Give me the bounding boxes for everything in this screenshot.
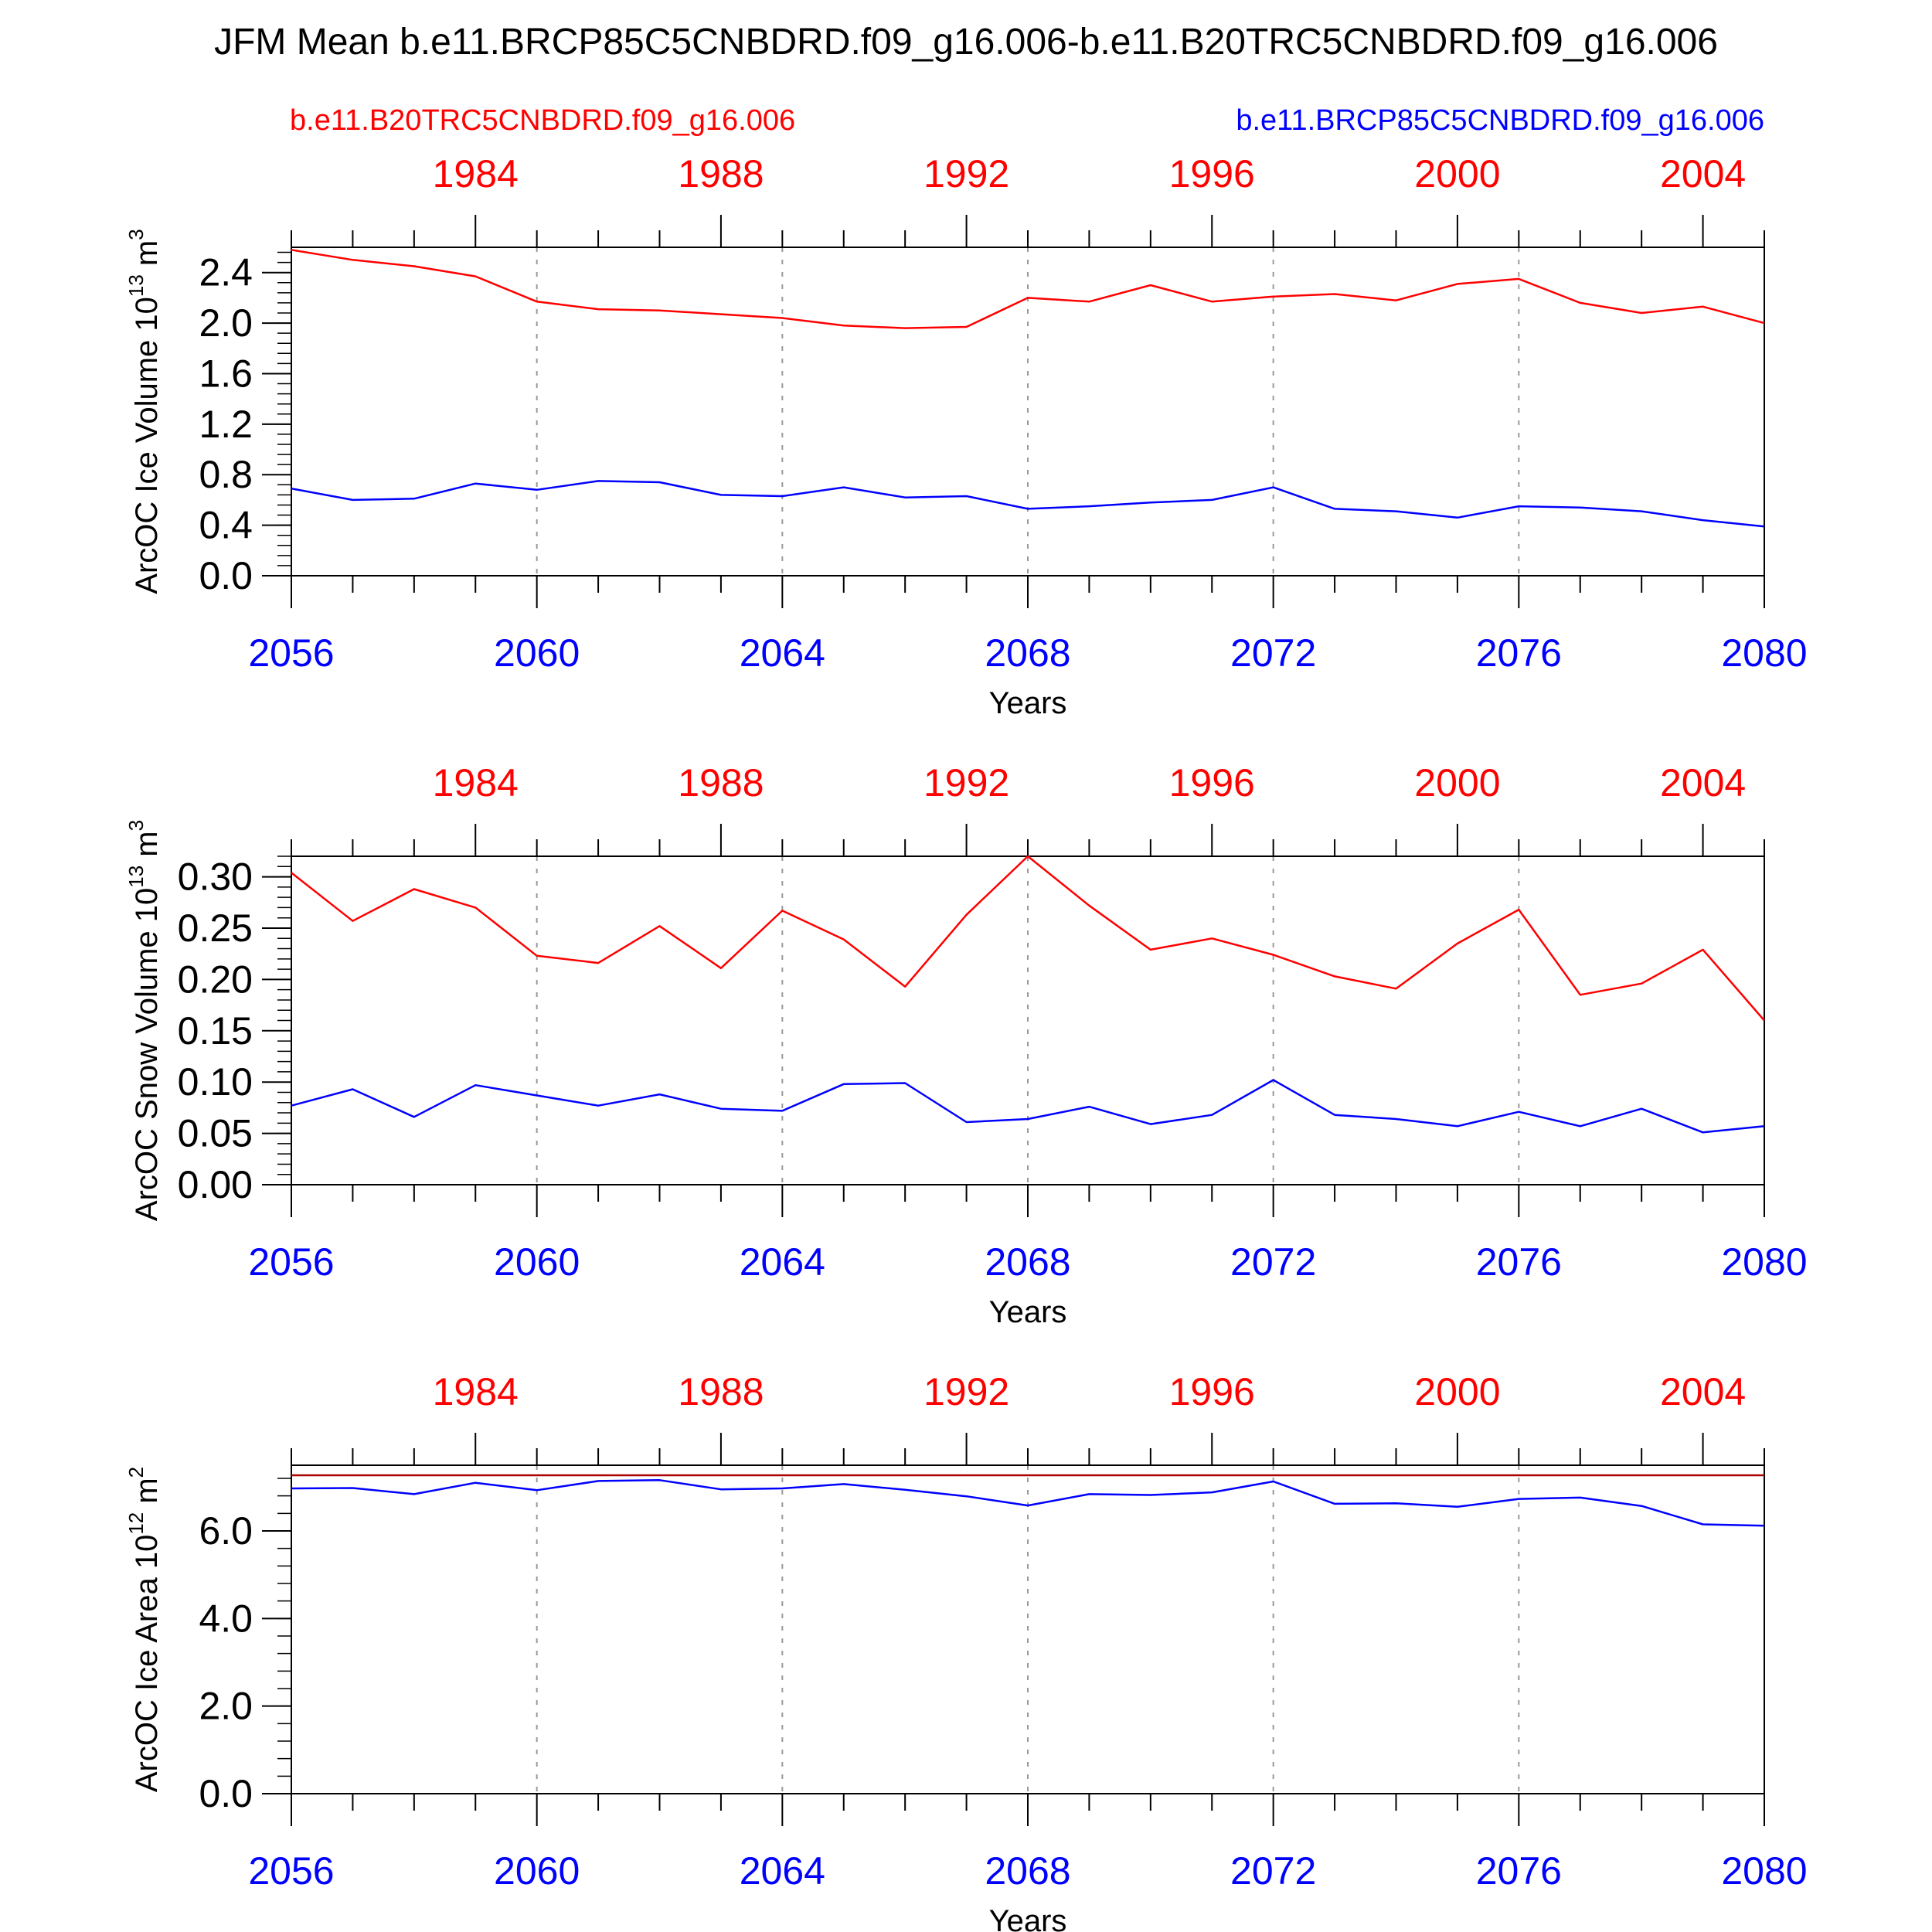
x-bottom-tick-label: 2056	[248, 1240, 334, 1284]
x-top-tick-label: 1992	[923, 1370, 1009, 1413]
x-bottom-tick-label: 2060	[494, 631, 580, 675]
x-bottom-tick-label: 2068	[985, 631, 1070, 675]
panels: 2056 2060 2064 2068 2072 2076 2080 Years 1984 198…	[124, 152, 1808, 1932]
x-top-tick-label: 2004	[1660, 761, 1746, 804]
y-tick-label: 0.25	[178, 906, 253, 950]
y-tick-label: 2.4	[199, 251, 253, 294]
y-tick-label: 2.0	[199, 1685, 253, 1728]
x-top-tick-label: 2000	[1414, 1370, 1500, 1413]
y-tick-label: 1.6	[199, 352, 253, 395]
x-top-tick-label: 1992	[923, 152, 1009, 196]
panel-ice-volume: 2056 2060 2064 2068 2072 2076 2080 Years 1984 198…	[124, 152, 1808, 720]
y-tick-label: 4.0	[199, 1597, 253, 1640]
y-tick-label: 0.00	[178, 1163, 253, 1206]
x-bottom-tick-label: 2064	[740, 1849, 825, 1893]
x-bottom-tick-label: 2056	[248, 631, 334, 675]
series-line-rcp85	[291, 1079, 1765, 1134]
x-bottom-tick-label: 2064	[740, 1240, 825, 1284]
x-bottom-tick-label: 2076	[1476, 1849, 1562, 1893]
x-top-tick-label: 1988	[678, 1370, 764, 1413]
x-top-tick-label: 1996	[1169, 1370, 1255, 1413]
x-top-tick-label: 1996	[1169, 152, 1255, 196]
y-tick-label: 0.4	[199, 504, 253, 547]
x-bottom-tick-label: 2076	[1476, 631, 1562, 675]
y-tick-label: 0.10	[178, 1060, 253, 1104]
x-bottom-tick-label: 2056	[248, 1849, 334, 1893]
x-top-tick-label: 2000	[1414, 761, 1500, 804]
x-bottom-tick-label: 2076	[1476, 1240, 1562, 1284]
y-axis-title: ArcOC Snow Volume 1013 m3	[124, 820, 164, 1221]
x-top-tick-label: 1984	[433, 761, 519, 804]
x-bottom-tick-label: 2060	[494, 1849, 580, 1893]
x-top-tick-label: 1988	[678, 761, 764, 804]
legend-red-label: b.e11.B20TRC5CNBDRD.f09_g16.006	[290, 104, 795, 137]
y-tick-label: 0.8	[199, 453, 253, 496]
y-tick-label: 0.0	[199, 1772, 253, 1815]
x-bottom-tick-label: 2080	[1721, 1240, 1807, 1284]
y-tick-label: 0.30	[178, 855, 253, 899]
x-axis-title: Years	[989, 1904, 1067, 1932]
y-tick-label: 6.0	[199, 1509, 253, 1553]
x-bottom-tick-label: 2080	[1721, 1849, 1807, 1893]
y-tick-label: 0.15	[178, 1009, 253, 1053]
y-tick-label: 0.05	[178, 1112, 253, 1155]
series-line-rcp85	[291, 1479, 1765, 1527]
y-axis-title: ArcOC Ice Volume 1013 m3	[124, 229, 164, 594]
x-top-tick-label: 1984	[433, 1370, 519, 1413]
x-bottom-tick-label: 2068	[985, 1849, 1070, 1893]
series-line-rcp85	[291, 480, 1765, 528]
x-top-tick-label: 2004	[1660, 1370, 1746, 1413]
series-line-historical	[291, 855, 1765, 1022]
x-top-tick-label: 2000	[1414, 152, 1500, 196]
x-bottom-tick-label: 2060	[494, 1240, 580, 1284]
y-tick-label: 0.0	[199, 554, 253, 597]
x-bottom-tick-label: 2072	[1230, 1849, 1316, 1893]
y-tick-label: 0.20	[178, 957, 253, 1001]
x-bottom-tick-label: 2068	[985, 1240, 1070, 1284]
panel-ice-area: 2056 2060 2064 2068 2072 2076 2080 Years 1984 198…	[124, 1370, 1808, 1932]
x-top-tick-label: 1984	[433, 152, 519, 196]
x-top-tick-label: 1988	[678, 152, 764, 196]
x-axis-title: Years	[989, 1295, 1067, 1329]
x-bottom-tick-label: 2072	[1230, 631, 1316, 675]
y-tick-label: 2.0	[199, 301, 253, 345]
legend-blue-label: b.e11.BRCP85C5CNBDRD.f09_g16.006	[1236, 104, 1764, 137]
x-bottom-tick-label: 2064	[740, 631, 825, 675]
chart-title: JFM Mean b.e11.BRCP85C5CNBDRD.f09_g16.00…	[214, 22, 1718, 63]
x-top-tick-label: 2004	[1660, 152, 1746, 196]
y-tick-label: 1.2	[199, 403, 253, 446]
x-bottom-tick-label: 2072	[1230, 1240, 1316, 1284]
x-bottom-tick-label: 2080	[1721, 631, 1807, 675]
x-top-tick-label: 1992	[923, 761, 1009, 804]
x-axis-title: Years	[989, 686, 1067, 720]
series-line-historical	[291, 249, 1765, 329]
y-axis-title: ArcOC Ice Area 1012 m2	[124, 1467, 164, 1792]
x-top-tick-label: 1996	[1169, 761, 1255, 804]
panel-snow-volume: 2056 2060 2064 2068 2072 2076 2080 Years 1984 198…	[124, 761, 1808, 1329]
